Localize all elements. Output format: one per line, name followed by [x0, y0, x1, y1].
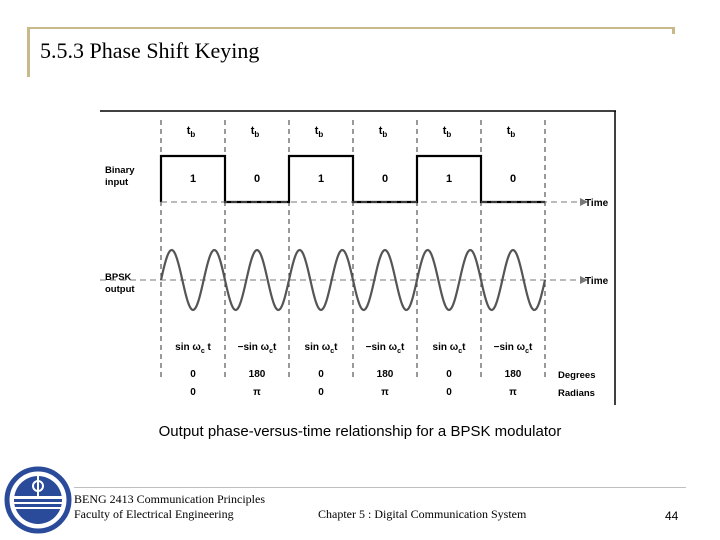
footer-course-line1: BENG 2413 Communication Principles [74, 492, 265, 506]
phase-degrees: 0 [190, 369, 196, 380]
phase-radians: π [509, 387, 517, 398]
bit-period-label: tb [251, 125, 260, 139]
bpsk-time-label: Time [585, 276, 609, 287]
bpsk-output-label: BPSK [105, 272, 132, 283]
bit-value: 0 [382, 173, 388, 185]
title-frame-right-bar [672, 29, 675, 34]
phase-radians: π [381, 387, 389, 398]
title-frame [27, 27, 675, 77]
footer-page-number: 44 [665, 509, 679, 523]
phase-expression: −sin ωct [238, 342, 277, 355]
bit-value: 1 [190, 173, 196, 185]
figure-caption: Output phase-versus-time relationship fo… [158, 423, 562, 440]
phase-expression: sin ωct [433, 342, 467, 355]
phase-radians: π [253, 387, 261, 398]
bit-period-label: tb [443, 125, 452, 139]
bit-period-label: tb [315, 125, 324, 139]
bit-period-label: tb [379, 125, 388, 139]
footer-chapter: Chapter 5 : Digital Communication System [318, 507, 527, 521]
phase-degrees: 0 [446, 369, 452, 380]
footer-course: BENG 2413 Communication Principles Facul… [74, 492, 265, 522]
bit-value: 1 [318, 173, 324, 185]
binary-input-label: input [105, 177, 129, 188]
bpsk-waveform [159, 248, 547, 312]
phase-degrees: 180 [505, 369, 522, 380]
slide-title: 5.5.3 Phase Shift Keying [40, 38, 260, 63]
binary-input-label: Binary [105, 165, 135, 176]
binary-waveform [159, 154, 545, 204]
bit-value: 0 [510, 173, 516, 185]
phase-degrees: 180 [377, 369, 394, 380]
phase-expression: −sin ωct [366, 342, 405, 355]
footer-rule [74, 487, 686, 488]
bpsk-diagram: tb tb tb tb tb tb Binary input BPSK output 1 0 1 0 1 0 T… [100, 110, 616, 405]
phase-expression: −sin ωct [494, 342, 533, 355]
phase-expression: sin ωc t [175, 342, 211, 355]
phase-radians: 0 [318, 387, 324, 398]
bit-period-label: tb [187, 125, 196, 139]
phase-radians: 0 [190, 387, 196, 398]
footer-course-line2: Faculty of Electrical Engineering [74, 507, 234, 521]
phase-degrees: 0 [318, 369, 324, 380]
time-axis-arrow [580, 198, 588, 206]
phase-expression: sin ωct [305, 342, 339, 355]
phase-degrees: 180 [249, 369, 266, 380]
bit-value: 0 [254, 173, 260, 185]
bit-period-label: tb [507, 125, 516, 139]
university-logo-icon [4, 466, 72, 534]
degrees-label: Degrees [558, 370, 596, 381]
bpsk-output-label: output [105, 284, 135, 295]
binary-time-label: Time [585, 198, 609, 209]
radians-label: Radians [558, 388, 595, 399]
time-axis-arrow [580, 276, 588, 284]
title-frame-left-bar [27, 29, 30, 77]
bit-value: 1 [446, 173, 452, 185]
phase-radians: 0 [446, 387, 452, 398]
